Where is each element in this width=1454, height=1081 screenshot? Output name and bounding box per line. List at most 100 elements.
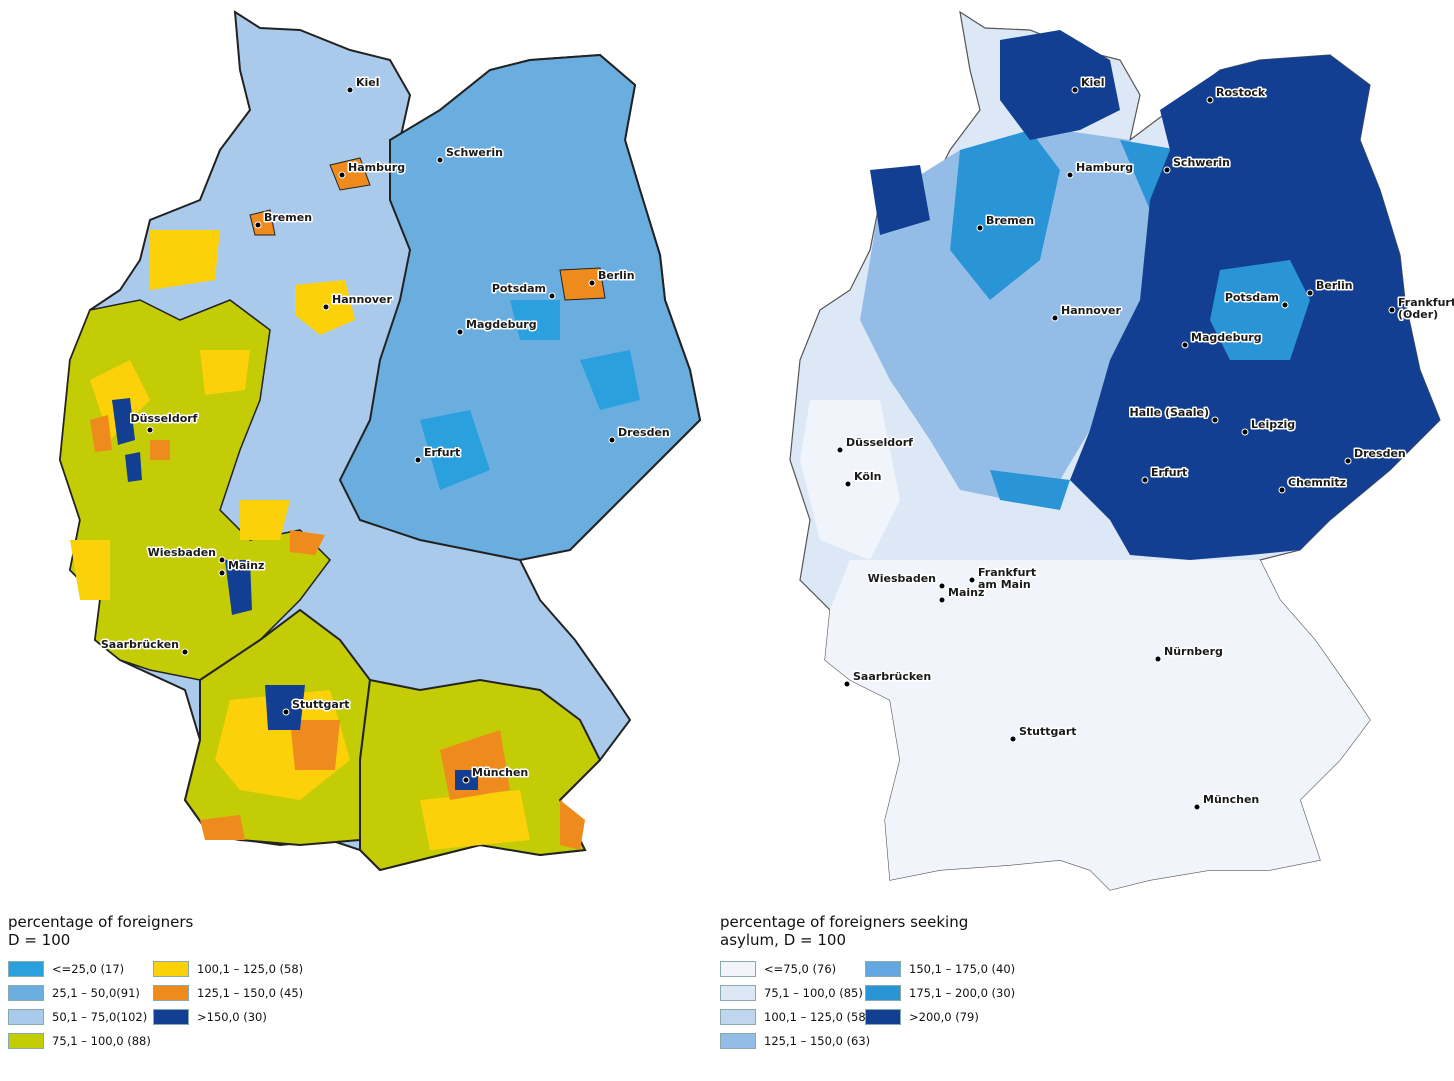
left-map-city-dot bbox=[456, 328, 464, 336]
left-legend-swatch bbox=[8, 985, 44, 1001]
left-map-city-label: Hannover bbox=[332, 293, 392, 306]
right-legend-swatch bbox=[865, 961, 901, 977]
left-map-city-label: Düsseldorf bbox=[131, 412, 198, 425]
left-legend-swatch bbox=[8, 961, 44, 977]
right-map-city-dot bbox=[968, 576, 976, 584]
left-legend-swatch bbox=[8, 1009, 44, 1025]
left-map-city-dot bbox=[218, 569, 226, 577]
right-legend-title: percentage of foreigners seeking asylum,… bbox=[720, 913, 1040, 949]
right-map-city-dot bbox=[1051, 314, 1059, 322]
right-map-city-dot bbox=[1211, 416, 1219, 424]
left-map-city-dot bbox=[436, 156, 444, 164]
right-map: Kiel Rostock Schwerin Hamburg Bremen Hannover… bbox=[789, 10, 1454, 891]
right-map-city-dot bbox=[1388, 306, 1396, 314]
right-map-city-dot bbox=[1281, 301, 1289, 309]
left-map-city-label: Mainz bbox=[228, 559, 264, 572]
left-map-hamburg bbox=[329, 157, 371, 191]
left-map-bavaria-yellow bbox=[420, 790, 530, 850]
right-map-city-dot bbox=[938, 582, 946, 590]
left-legend-item: >150,0 (30) bbox=[153, 1009, 267, 1025]
right-legend-label: 75,1 – 100,0 (85) bbox=[764, 986, 863, 1000]
right-legend-item: 75,1 – 100,0 (85) bbox=[720, 985, 863, 1001]
right-map-city-dot bbox=[1344, 457, 1352, 465]
left-map-city-dot bbox=[548, 292, 556, 300]
right-map-city-label: Berlin bbox=[1316, 279, 1353, 292]
left-map-city-label: Bremen bbox=[264, 211, 312, 224]
left-legend-swatch bbox=[153, 961, 189, 977]
right-map-city-label: Rostock bbox=[1216, 86, 1266, 99]
left-legend-label: 25,1 – 50,0(91) bbox=[52, 986, 140, 1000]
left-map-berlin bbox=[559, 267, 606, 301]
right-legend-title-line1: percentage of foreigners seeking bbox=[720, 913, 969, 931]
left-map-city-markers: Kiel Hamburg Schwerin Bremen Berlin Potsdam Ha… bbox=[99, 75, 671, 784]
left-map-city-label: Wiesbaden bbox=[148, 546, 216, 559]
right-map-north-bright bbox=[950, 130, 1200, 300]
left-map-bremen bbox=[249, 209, 276, 236]
left-map-city-label: Saarbrücken bbox=[101, 638, 179, 651]
right-map-north-medium bbox=[860, 130, 1150, 500]
left-legend-item: 50,1 – 75,0(102) bbox=[8, 1009, 147, 1025]
right-legend-item: 150,1 – 175,0 (40) bbox=[865, 961, 1015, 977]
left-map-city-label: München bbox=[472, 766, 528, 779]
right-legend-label: 125,1 – 150,0 (63) bbox=[764, 1034, 871, 1048]
right-map-city-label: Hannover bbox=[1061, 304, 1121, 317]
right-map-city-dot bbox=[844, 480, 852, 488]
right-legend-swatch bbox=[865, 1009, 901, 1025]
right-map-city-dot bbox=[1193, 803, 1201, 811]
right-legend-title-line2: asylum, D = 100 bbox=[720, 931, 846, 949]
right-map-city-label: Magdeburg bbox=[1191, 331, 1262, 344]
left-map-city-dot bbox=[608, 436, 616, 444]
left-map-city-dot bbox=[146, 426, 154, 434]
left-map-city-dot bbox=[322, 303, 330, 311]
right-map-northwest-dark bbox=[870, 30, 1120, 235]
right-legend-label: 100,1 – 125,0 (58) bbox=[764, 1010, 871, 1024]
right-map-city-label: Kiel bbox=[1081, 76, 1105, 89]
right-map-city-label: Halle (Saale) bbox=[1129, 406, 1209, 419]
left-map-city-label: Stuttgart bbox=[292, 698, 350, 711]
right-map-city-dot bbox=[1071, 86, 1079, 94]
right-map-city-dot bbox=[1154, 655, 1162, 663]
left-map-city-dot bbox=[282, 708, 290, 716]
right-map-city-dot bbox=[1163, 166, 1171, 174]
left-legend-item: 25,1 – 50,0(91) bbox=[8, 985, 140, 1001]
left-map-city-label: Kiel bbox=[356, 76, 380, 89]
left-legend-swatch bbox=[153, 985, 189, 1001]
left-legend-swatch bbox=[153, 1009, 189, 1025]
left-legend-label: >150,0 (30) bbox=[197, 1010, 267, 1024]
right-map-city-label: Düsseldorf bbox=[846, 436, 913, 449]
left-map-city-dot bbox=[338, 171, 346, 179]
left-legend-label: <=25,0 (17) bbox=[52, 962, 125, 976]
left-legend-item: <=25,0 (17) bbox=[8, 961, 124, 977]
left-map-city-label: Erfurt bbox=[424, 446, 460, 459]
right-map-east-medium bbox=[990, 260, 1310, 510]
right-map-city-label: Leipzig bbox=[1251, 418, 1295, 431]
right-map-city-label: Frankfurt (Oder) bbox=[1398, 296, 1454, 321]
right-map-city-dot bbox=[1181, 341, 1189, 349]
left-legend-label: 100,1 – 125,0 (58) bbox=[197, 962, 304, 976]
right-map-city-dot bbox=[938, 596, 946, 604]
right-legend-item: 100,1 – 125,0 (58) bbox=[720, 1009, 870, 1025]
left-map-city-label: Schwerin bbox=[446, 146, 503, 159]
left-map-city-dot bbox=[254, 221, 262, 229]
left-map-bw-yellow bbox=[215, 690, 350, 800]
right-legend-label: <=75,0 (76) bbox=[764, 962, 837, 976]
left-legend-grid: <=25,0 (17) 25,1 – 50,0(91) 50,1 – 75,0(10… bbox=[8, 961, 428, 1061]
right-map-city-dot bbox=[836, 446, 844, 454]
right-map-city-label: Wiesbaden bbox=[868, 572, 936, 585]
left-legend-title-line2: D = 100 bbox=[8, 931, 71, 949]
right-map-city-dot bbox=[1306, 289, 1314, 297]
right-legend-item: 125,1 – 150,0 (63) bbox=[720, 1033, 870, 1049]
right-map-city-label: Dresden bbox=[1354, 447, 1406, 460]
left-map-bw-orange bbox=[200, 720, 340, 840]
left-map-city-dot bbox=[346, 86, 354, 94]
right-map-city-label: Erfurt bbox=[1151, 466, 1187, 479]
right-map-city-label: Frankfurt am Main bbox=[978, 566, 1036, 591]
left-map-city-label: Hamburg bbox=[348, 161, 405, 174]
right-map-city-dot bbox=[843, 680, 851, 688]
right-map-city-label: Chemnitz bbox=[1288, 476, 1346, 489]
right-map-city-label: Köln bbox=[854, 470, 882, 483]
right-map-city-label: Mainz bbox=[948, 586, 984, 599]
right-legend-label: 150,1 – 175,0 (40) bbox=[909, 962, 1016, 976]
right-map-city-label: Bremen bbox=[986, 214, 1034, 227]
left-map: Kiel Hamburg Schwerin Bremen Berlin Potsdam Ha… bbox=[58, 10, 702, 872]
